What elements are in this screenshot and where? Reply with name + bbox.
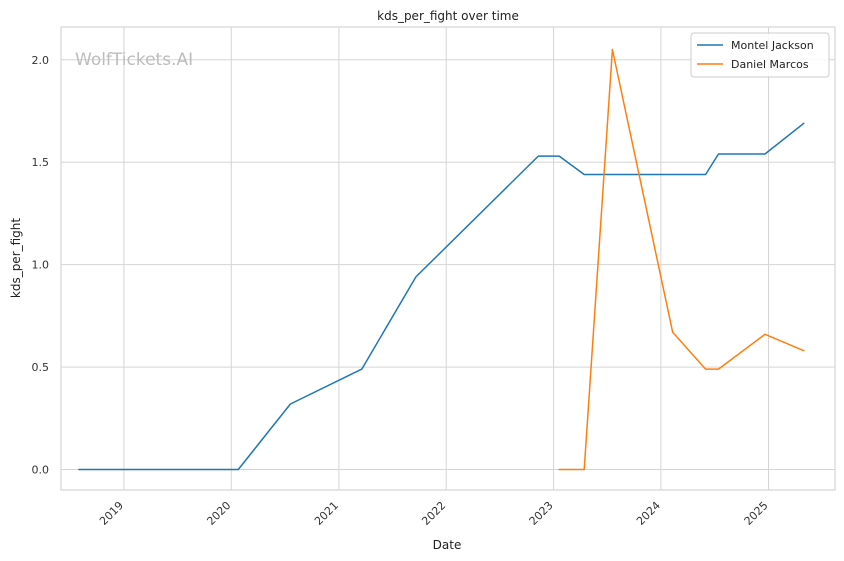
x-tick-label: 2023 — [527, 499, 556, 528]
y-axis-label: kds_per_fight — [9, 218, 23, 299]
x-tick-label: 2025 — [742, 499, 771, 528]
legend-box — [690, 32, 830, 78]
series-line-0 — [78, 122, 805, 471]
x-tick-label: 2024 — [634, 499, 663, 528]
plot-area — [60, 26, 836, 491]
x-tick-label: 2022 — [419, 499, 448, 528]
x-tick-label: 2019 — [97, 499, 126, 528]
watermark: WolfTickets.AI — [75, 50, 193, 70]
y-tick-label: 0.5 — [32, 361, 50, 374]
y-tick-label: 2.0 — [32, 54, 50, 67]
x-axis-ticks: 2019 2020 2021 2022 2023 2024 2025 — [97, 499, 771, 528]
x-axis-label: Date — [433, 538, 462, 552]
y-tick-label: 1.0 — [32, 259, 50, 272]
chart-title: kds_per_fight over time — [377, 9, 519, 23]
series-line-1 — [558, 48, 805, 471]
grid — [61, 27, 835, 490]
legend-label: Montel Jackson — [731, 39, 814, 52]
legend-label: Daniel Marcos — [731, 58, 809, 71]
legend: Montel Jackson Daniel Marcos — [690, 32, 830, 78]
series-lines — [78, 48, 805, 471]
x-tick-label: 2021 — [312, 499, 341, 528]
y-axis-ticks: 0.0 0.5 1.0 1.5 2.0 — [32, 54, 50, 477]
y-tick-label: 1.5 — [32, 156, 50, 169]
x-tick-label: 2020 — [204, 499, 233, 528]
y-tick-label: 0.0 — [32, 464, 50, 477]
